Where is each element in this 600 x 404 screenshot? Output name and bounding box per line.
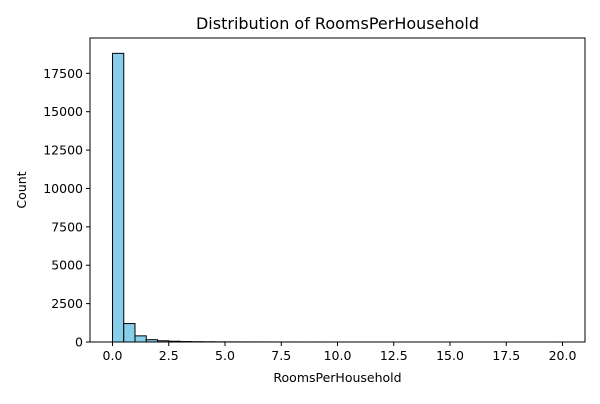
y-tick-label: 0 bbox=[75, 335, 83, 350]
x-tick-label: 20.0 bbox=[549, 348, 577, 363]
y-tick-label: 10000 bbox=[43, 181, 83, 196]
x-axis-label: RoomsPerHousehold bbox=[273, 370, 401, 385]
y-axis-label: Count bbox=[14, 171, 29, 208]
x-tick-label: 5.0 bbox=[215, 348, 235, 363]
x-tick-label: 0.0 bbox=[103, 348, 123, 363]
histogram-bar bbox=[135, 336, 146, 342]
x-tick-label: 17.5 bbox=[492, 348, 520, 363]
y-axis-ticks: 0 2500 5000 7500 10000 12500 15000 17500 bbox=[43, 66, 90, 350]
y-tick-label: 12500 bbox=[43, 143, 83, 158]
x-tick-label: 10.0 bbox=[324, 348, 352, 363]
bars-group bbox=[113, 53, 563, 342]
x-tick-label: 2.5 bbox=[159, 348, 179, 363]
y-tick-label: 5000 bbox=[51, 258, 83, 273]
y-tick-label: 15000 bbox=[43, 104, 83, 119]
y-tick-label: 2500 bbox=[51, 296, 83, 311]
x-tick-label: 7.5 bbox=[271, 348, 291, 363]
y-tick-label: 7500 bbox=[51, 219, 83, 234]
histogram-bar bbox=[113, 53, 124, 342]
chart-title: Distribution of RoomsPerHousehold bbox=[196, 14, 479, 33]
x-tick-label: 15.0 bbox=[436, 348, 464, 363]
plot-frame bbox=[90, 38, 585, 342]
x-tick-label: 12.5 bbox=[380, 348, 408, 363]
x-axis-ticks: 0.0 2.5 5.0 7.5 10.0 12.5 15.0 17.5 20.0 bbox=[103, 342, 577, 363]
y-tick-label: 17500 bbox=[43, 66, 83, 81]
histogram-bar bbox=[124, 324, 135, 342]
